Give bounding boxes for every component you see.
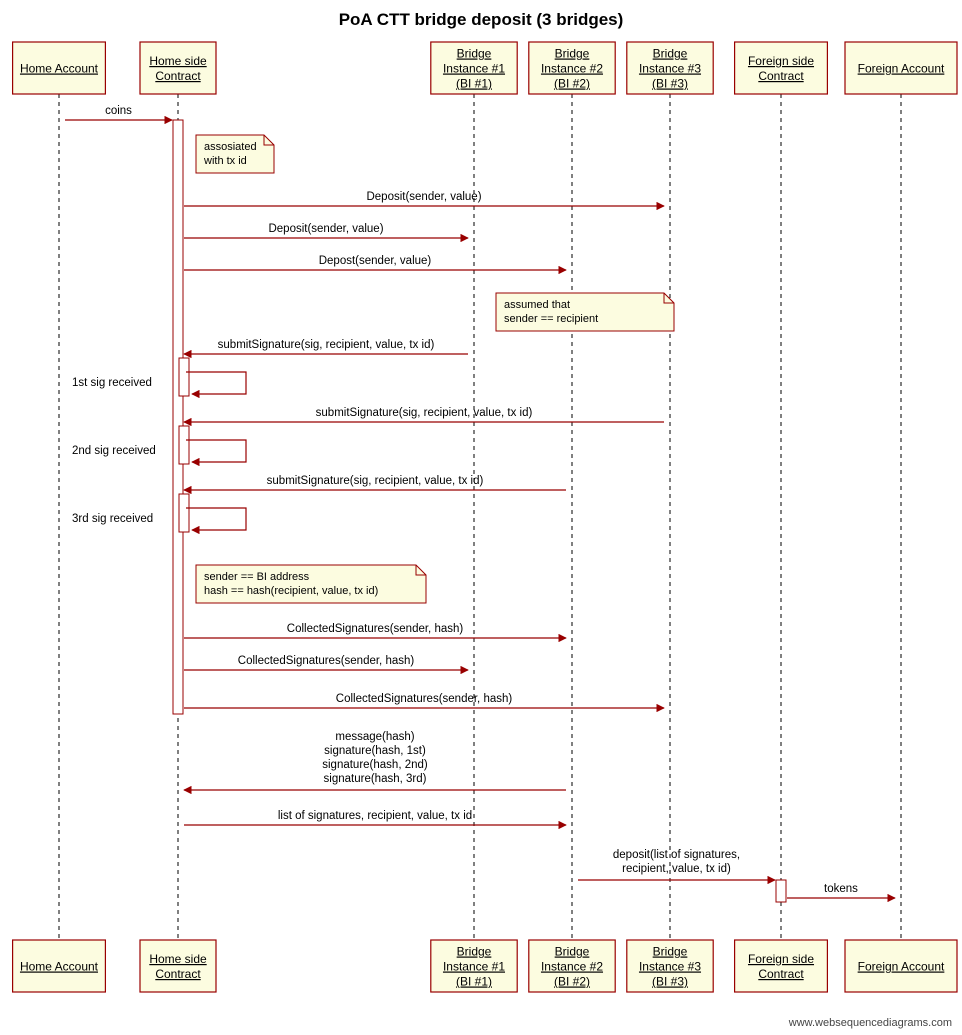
participant-label: Contract <box>758 967 804 981</box>
message-label: deposit(list of signatures, <box>613 849 740 861</box>
participant-label: Bridge <box>555 945 590 959</box>
participant-label: Home side <box>149 952 207 966</box>
svg-text:sender == BI address: sender == BI address <box>204 571 310 583</box>
self-message <box>186 372 246 394</box>
self-message <box>186 440 246 462</box>
message-label: CollectedSignatures(sender, hash) <box>336 693 513 705</box>
message-label: tokens <box>824 883 858 895</box>
footer-link: www.websequencediagrams.com <box>789 1017 952 1029</box>
message-label: signature(hash, 3rd) <box>324 773 427 785</box>
participant-box <box>140 940 216 992</box>
message-label: Depost(sender, value) <box>319 255 432 267</box>
message-label: recipient, value, tx id) <box>622 863 731 875</box>
svg-text:assosiated: assosiated <box>204 141 257 153</box>
participant-box <box>140 42 216 94</box>
participant-label: Contract <box>155 69 201 83</box>
participant-label: Instance #2 <box>541 62 603 76</box>
svg-text:hash == hash(recipient, value,: hash == hash(recipient, value, tx id) <box>204 585 378 597</box>
message-label: signature(hash, 1st) <box>324 745 426 757</box>
activation-bar <box>179 426 189 464</box>
participant-label: (BI #1) <box>456 975 492 989</box>
participant-label: Contract <box>155 967 201 981</box>
note: assosiated with tx id <box>196 135 274 173</box>
message-label: 3rd sig received <box>72 513 153 525</box>
participant-label: Instance #3 <box>639 960 701 974</box>
participant-label: (BI #1) <box>456 77 492 91</box>
participant-label: (BI #3) <box>652 77 688 91</box>
participant-box <box>735 940 828 992</box>
message-label: list of signatures, recipient, value, tx… <box>278 810 472 822</box>
activation-bar <box>776 880 786 902</box>
svg-text:with tx id: with tx id <box>203 155 247 167</box>
activation-bar <box>179 358 189 396</box>
note: sender == BI address hash == hash(recipie… <box>196 565 426 603</box>
participant-label: Home side <box>149 54 207 68</box>
participant-label: Foreign side <box>748 952 814 966</box>
message-label: submitSignature(sig, recipient, value, t… <box>218 339 435 351</box>
participant-label: Contract <box>758 69 804 83</box>
message-label: 1st sig received <box>72 377 152 389</box>
svg-text:sender == recipient: sender == recipient <box>504 313 598 325</box>
activation-bar <box>179 494 189 532</box>
message-label: Deposit(sender, value) <box>268 223 383 235</box>
activation-bar <box>173 120 183 714</box>
diagram-title: PoA CTT bridge deposit (3 bridges) <box>0 10 962 30</box>
note: assumed that sender == recipient <box>496 293 674 331</box>
participant-box <box>735 42 828 94</box>
participant-label: Bridge <box>555 47 590 61</box>
participant-label: (BI #3) <box>652 975 688 989</box>
participant-label: (BI #2) <box>554 975 590 989</box>
message-label: submitSignature(sig, recipient, value, t… <box>267 475 484 487</box>
participant-label: Bridge <box>457 945 492 959</box>
self-message <box>186 508 246 530</box>
message-label: Deposit(sender, value) <box>366 191 481 203</box>
message-label: submitSignature(sig, recipient, value, t… <box>316 407 533 419</box>
participant-label: Instance #2 <box>541 960 603 974</box>
participant-label: Bridge <box>457 47 492 61</box>
message-label: CollectedSignatures(sender, hash) <box>238 655 415 667</box>
participant-label: Home Account <box>20 62 99 76</box>
participant-label: Foreign Account <box>858 62 945 76</box>
participant-label: Bridge <box>653 47 688 61</box>
participant-label: (BI #2) <box>554 77 590 91</box>
message-label: coins <box>105 105 132 117</box>
participant-label: Foreign side <box>748 54 814 68</box>
message-label: message(hash) <box>335 731 414 743</box>
svg-text:assumed that: assumed that <box>504 299 570 311</box>
participant-label: Instance #1 <box>443 62 505 76</box>
participant-label: Home Account <box>20 960 99 974</box>
participant-label: Instance #1 <box>443 960 505 974</box>
sequence-diagram: Home AccountHome sideContractBridgeInsta… <box>0 0 962 1035</box>
participant-label: Foreign Account <box>858 960 945 974</box>
participant-label: Instance #3 <box>639 62 701 76</box>
message-label: 2nd sig received <box>72 445 156 457</box>
message-label: CollectedSignatures(sender, hash) <box>287 623 464 635</box>
participant-label: Bridge <box>653 945 688 959</box>
message-label: signature(hash, 2nd) <box>322 759 428 771</box>
